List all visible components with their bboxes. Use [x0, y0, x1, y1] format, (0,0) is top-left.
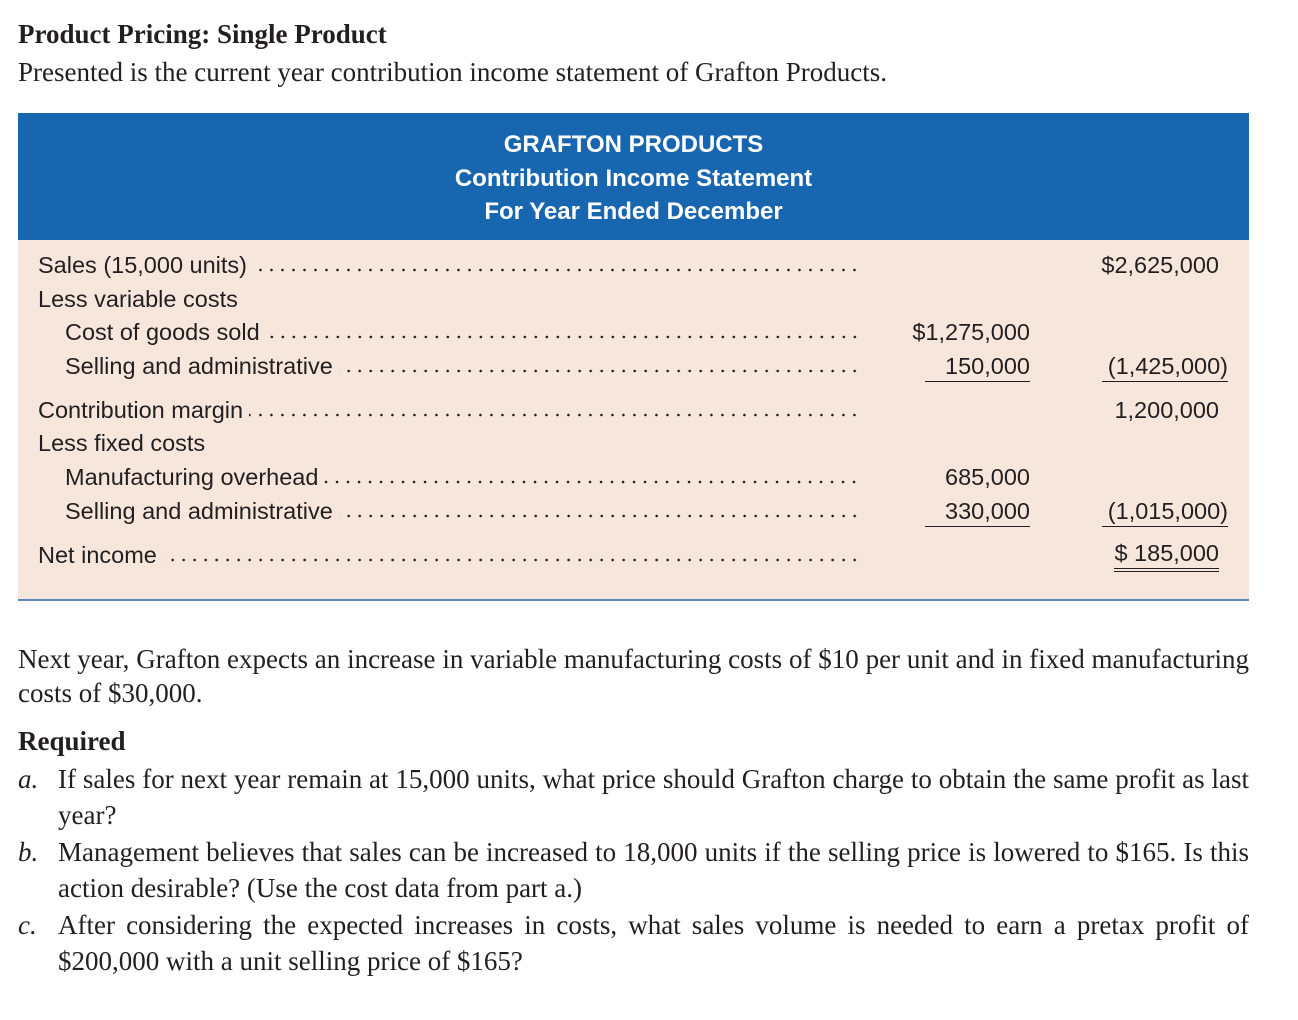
row-label: Selling and administrative [65, 497, 333, 524]
statement-row: Less variable costs [18, 282, 1249, 316]
statement-row: Selling and administrative 330,000 (1,015,… [18, 494, 1249, 528]
question-letter: c. [18, 910, 37, 940]
statement-row: Manufacturing overhead 685,000 [18, 460, 1249, 494]
title: Product Pricing: Single Product [18, 19, 387, 49]
question: b. Management believes that sales can be … [18, 835, 1249, 906]
amount: 150,000 [925, 351, 1030, 382]
amount: $1,275,000 [912, 318, 1030, 345]
statement-row: Less fixed costs [18, 426, 1249, 460]
statement-header: GRAFTON PRODUCTS Contribution Income Sta… [18, 113, 1249, 240]
company-name: GRAFTON PRODUCTS [503, 131, 764, 158]
row-label: Less fixed costs [38, 429, 206, 456]
question-letter: b. [18, 837, 39, 867]
statement-row: Contribution margin 1,200,000 [18, 393, 1249, 427]
statement-body [18, 240, 1249, 601]
amount: (1,425,000) [1101, 351, 1228, 382]
amount: $2,625,000 [1101, 251, 1219, 278]
question: c. After considering the expected increas… [18, 908, 1249, 979]
amount: 685,000 [945, 463, 1030, 490]
statement-period: For Year Ended December [484, 198, 783, 225]
row-label: Cost of goods sold [65, 318, 260, 345]
row-label: Manufacturing overhead [65, 463, 319, 490]
statement-row: Selling and administrative 150,000 (1,425,… [18, 349, 1249, 383]
question-text: After considering the expected increases… [58, 910, 1249, 976]
paragraph: Next year, Grafton expects an increase i… [18, 644, 1249, 708]
amount: 1,200,000 [1114, 396, 1219, 423]
statement-row: Cost of goods sold $1,275,000 [18, 315, 1249, 349]
question-letter: a. [18, 764, 39, 794]
statement-name: Contribution Income Statement [454, 164, 813, 192]
amount: $ 185,000 [1114, 538, 1219, 572]
amount: (1,015,000) [1101, 496, 1228, 527]
required-heading: Required [18, 726, 126, 756]
statement-row: Net income $ 185,000 [18, 538, 1249, 572]
question: a. If sales for next year remain at 15,00… [18, 762, 1249, 833]
question-text: If sales for next year remain at 15,000 … [58, 764, 1249, 830]
statement-row: Sales (15,000 units) $2,625,000 [18, 248, 1249, 282]
amount: 330,000 [925, 496, 1030, 527]
row-label: Less variable costs [38, 285, 238, 312]
row-label: Contribution margin [38, 396, 244, 423]
question-text: Management believes that sales can be in… [58, 837, 1249, 903]
row-label: Sales (15,000 units) [38, 251, 248, 278]
intro: Presented is the current year contributi… [18, 57, 887, 87]
row-label: Net income [38, 541, 157, 568]
row-label: Selling and administrative [65, 352, 333, 379]
